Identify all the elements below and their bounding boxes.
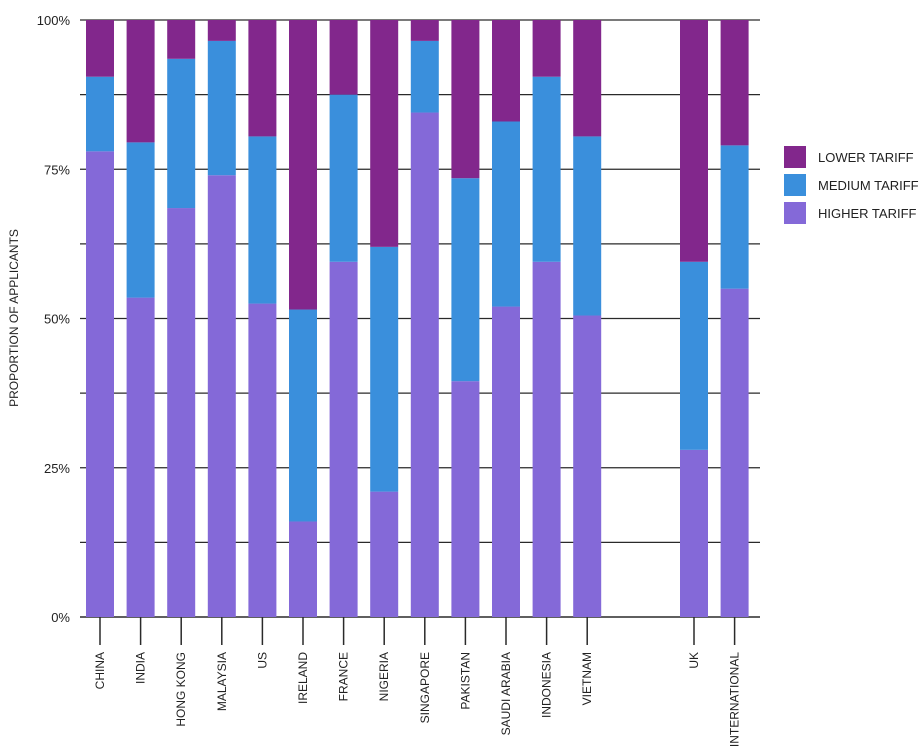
bar-segment [410, 112, 439, 617]
bar-segment [248, 303, 277, 617]
bar-segment [248, 20, 277, 137]
bar-segment [532, 261, 561, 617]
legend-label: MEDIUM TARIFF [818, 178, 919, 193]
bar-segment [720, 288, 749, 617]
x-category-label: PAKISTAN [458, 652, 472, 710]
x-category-label: VIETNAM [580, 652, 594, 705]
y-axis-title: PROPORTION OF APPLICANTS [7, 229, 21, 407]
bar-segment [370, 20, 399, 247]
y-tick-label: 75% [44, 162, 70, 177]
x-category-label: SINGAPORE [418, 652, 432, 723]
bar-segment [680, 261, 708, 450]
bar-segment [492, 306, 520, 617]
y-tick-label: 100% [37, 13, 71, 28]
legend-swatch [784, 174, 806, 196]
x-category-label: CHINA [93, 652, 107, 689]
bar-segment [680, 449, 708, 617]
y-axis-ticks: 0% 25% 50% 75% 100% [37, 13, 71, 625]
x-category-label: INTERNATIONAL [728, 652, 742, 747]
bar-segment [207, 40, 236, 176]
bar-segment [207, 175, 236, 617]
bar-segment [289, 20, 317, 310]
bar-segment [167, 208, 196, 617]
x-category-label: HONG KONG [174, 652, 188, 727]
bar-segment [451, 381, 480, 617]
y-tick-label: 0% [51, 610, 70, 625]
x-category-label: FRANCE [337, 652, 351, 701]
bar-segment [329, 261, 358, 617]
legend-swatch [784, 202, 806, 224]
bar-segment [126, 20, 155, 143]
x-category-label: SAUDI ARABIA [499, 652, 513, 735]
bar-segment [680, 20, 708, 262]
bars [86, 20, 749, 617]
legend-label: LOWER TARIFF [818, 150, 914, 165]
bar-segment [289, 521, 317, 617]
bar-segment [451, 20, 480, 179]
bar-segment [370, 246, 399, 492]
legend-swatch [784, 146, 806, 168]
bar-segment [86, 20, 114, 77]
bar-segment [248, 136, 277, 304]
legend: LOWER TARIFF MEDIUM TARIFF HIGHER TARIFF [784, 146, 919, 224]
bar-segment [289, 309, 317, 522]
legend-label: HIGHER TARIFF [818, 206, 917, 221]
bar-segment [573, 20, 602, 137]
bar-segment [410, 20, 439, 41]
bar-segment [167, 20, 196, 59]
bar-segment [720, 20, 749, 146]
bar-segment [86, 151, 114, 617]
bar-segment [410, 40, 439, 113]
bar-segment [573, 136, 602, 316]
y-tick-label: 50% [44, 312, 70, 327]
x-category-label: MALAYSIA [215, 652, 229, 711]
x-category-label: UK [687, 652, 701, 669]
bar-segment [207, 20, 236, 41]
bar-segment [720, 145, 749, 289]
bar-segment [370, 491, 399, 617]
bar-segment [167, 58, 196, 209]
x-category-label: IRELAND [296, 652, 310, 704]
x-axis: CHINA INDIA HONG KONG MALAYSIA US IRELAND FRAN… [93, 617, 742, 747]
x-category-label: INDONESIA [540, 652, 554, 718]
bar-segment [329, 20, 358, 95]
x-category-label: US [255, 652, 269, 669]
bar-segment [126, 297, 155, 617]
bar-segment [329, 94, 358, 262]
bar-segment [492, 121, 520, 307]
x-category-label: INDIA [134, 652, 148, 684]
x-category-label: NIGERIA [377, 652, 391, 701]
bar-segment [451, 178, 480, 382]
bar-segment [532, 76, 561, 262]
bar-segment [126, 142, 155, 298]
bar-segment [86, 76, 114, 152]
bar-segment [573, 315, 602, 617]
bar-segment [532, 20, 561, 77]
y-tick-label: 25% [44, 461, 70, 476]
bar-segment [492, 20, 520, 122]
